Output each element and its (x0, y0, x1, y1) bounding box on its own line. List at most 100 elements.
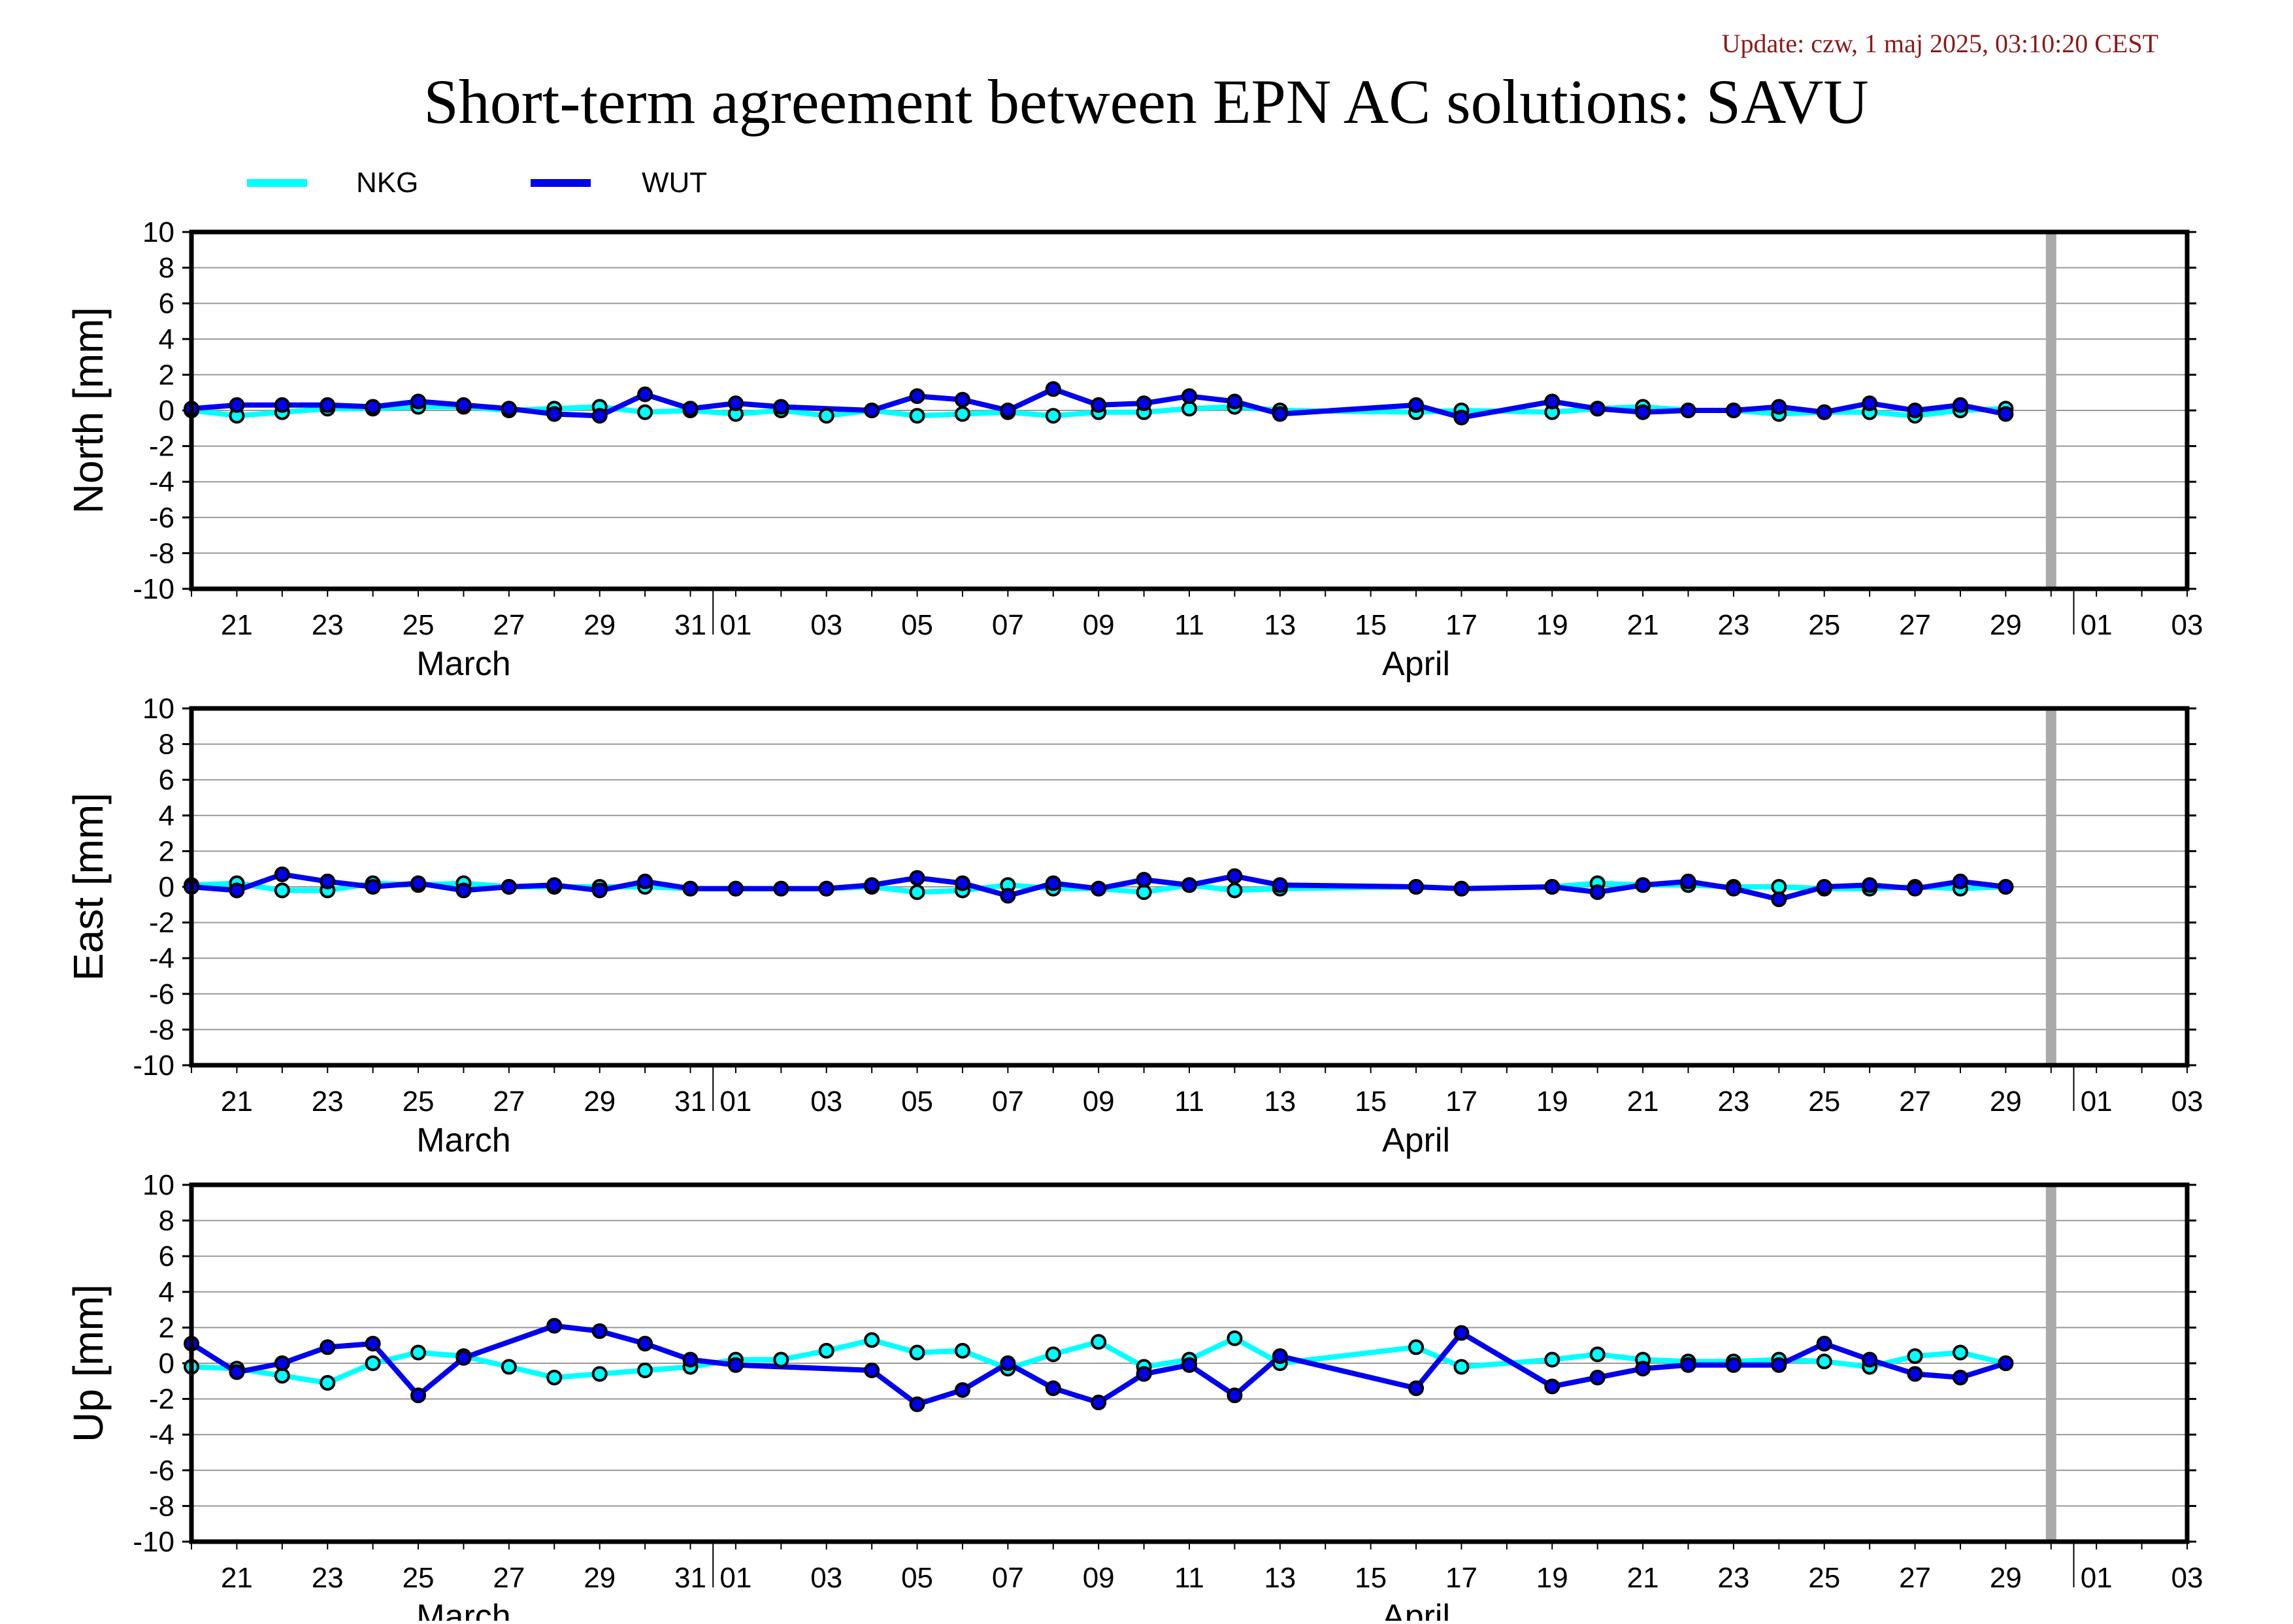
data-point-wut (1272, 1348, 1288, 1365)
data-point-wut (1408, 879, 1425, 895)
data-point-wut (1816, 1335, 1832, 1351)
y-tick-label: -2 (149, 1384, 174, 1416)
data-point-wut (637, 386, 653, 403)
data-point-wut (1181, 877, 1197, 893)
x-tick-label: 25 (1808, 1562, 1840, 1594)
data-point-wut (1227, 1387, 1243, 1404)
legend-label-nkg: NKG (356, 167, 418, 199)
x-tick-label: 25 (1808, 1085, 1840, 1118)
x-tick-label: 03 (2171, 609, 2203, 641)
data-point-wut (455, 1350, 472, 1366)
x-tick-label: 27 (1899, 609, 1931, 641)
x-tick-label: 23 (312, 1562, 344, 1594)
plot-frame (189, 229, 2190, 591)
data-point-nkg (1181, 401, 1197, 417)
x-tick-label: 23 (1717, 1085, 1749, 1118)
data-point-wut (637, 873, 653, 889)
y-axis-label: Up [mm] (65, 1284, 112, 1442)
y-tick-label: 6 (159, 288, 174, 320)
data-point-wut (727, 1357, 744, 1373)
x-tick-label: 03 (810, 1085, 842, 1118)
y-tick-label: 10 (142, 216, 174, 248)
data-point-wut (1952, 1369, 1968, 1385)
data-point-wut (546, 1317, 563, 1334)
x-tick-label: 19 (1536, 609, 1568, 641)
data-point-wut (954, 875, 970, 891)
y-tick-label: 0 (159, 871, 174, 903)
data-point-nkg (1952, 1344, 1968, 1361)
data-point-wut (1816, 404, 1832, 420)
data-point-nkg (909, 1344, 925, 1361)
y-tick-label: 8 (159, 1205, 174, 1237)
x-tick-label: 13 (1264, 1562, 1296, 1594)
data-point-wut (1862, 1351, 1878, 1368)
x-tick-label: 03 (2171, 1562, 2203, 1594)
data-point-wut (365, 399, 381, 415)
data-point-wut (682, 880, 699, 897)
data-point-wut (320, 873, 336, 889)
y-tick-label: 0 (159, 395, 174, 427)
legend: NKG WUT (247, 167, 707, 199)
data-point-wut (1408, 397, 1425, 413)
y-tick-label: -10 (133, 1050, 174, 1082)
data-point-nkg (410, 1344, 427, 1361)
data-point-wut (1907, 880, 1923, 897)
y-tick-label: -8 (149, 1014, 174, 1046)
x-tick-label: 07 (992, 1085, 1024, 1118)
x-tick-label: 23 (1717, 609, 1749, 641)
data-point-wut (1544, 879, 1560, 895)
y-tick-label: 2 (159, 1312, 174, 1344)
y-axis-label: North [mm] (65, 307, 112, 514)
x-tick-label: 21 (1627, 1562, 1659, 1594)
data-point-wut (1181, 1357, 1197, 1373)
x-tick-label: 15 (1355, 609, 1387, 641)
x-tick-label: 21 (221, 1085, 253, 1118)
data-point-wut (229, 397, 245, 413)
x-tick-label: 15 (1355, 1562, 1387, 1594)
data-point-nkg (1589, 1346, 1606, 1363)
x-tick-label: 11 (1174, 1085, 1204, 1118)
data-point-wut (1771, 1357, 1787, 1373)
data-point-wut (1091, 397, 1107, 413)
y-tick-label: -10 (133, 1526, 174, 1558)
x-tick-label: 05 (901, 1562, 933, 1594)
data-point-nkg (365, 1355, 381, 1371)
x-tick-label: 01 (719, 1085, 751, 1118)
data-point-wut (1589, 884, 1606, 901)
x-tick-label: 03 (2171, 1085, 2203, 1118)
x-tick-label: 23 (312, 609, 344, 641)
data-point-nkg (954, 406, 970, 422)
y-tick-label: 4 (159, 1276, 174, 1308)
data-point-wut (1771, 891, 1787, 908)
data-point-wut (410, 393, 427, 410)
data-point-wut (546, 877, 563, 893)
x-tick-label: 09 (1083, 609, 1115, 641)
x-tick-label: 29 (584, 1085, 616, 1118)
data-point-wut (1045, 875, 1061, 891)
x-tick-label: 29 (584, 1562, 616, 1594)
data-point-wut (1998, 879, 2014, 895)
data-point-nkg (637, 1362, 653, 1378)
data-point-wut (320, 1339, 336, 1355)
data-point-wut (1136, 1366, 1152, 1382)
data-point-wut (1272, 406, 1288, 422)
data-point-wut (1998, 1355, 2014, 1371)
x-tick-label: 03 (810, 1562, 842, 1594)
data-point-wut (1952, 873, 1968, 889)
y-tick-label: -4 (149, 466, 174, 498)
x-tick-label: 03 (810, 609, 842, 641)
data-point-wut (1589, 401, 1606, 417)
x-tick-label: 19 (1536, 1085, 1568, 1118)
data-point-wut (1045, 381, 1061, 397)
month-label: March (416, 1121, 510, 1159)
data-point-wut (229, 1364, 245, 1380)
data-point-wut (1635, 404, 1651, 420)
panel-east: 10 86 42 0 -2-4 -6 -8 -10 21 23 25 27 29 31 01 03 05 07 09… (65, 693, 2203, 1159)
x-tick-label: 23 (312, 1085, 344, 1118)
x-tick-label: 09 (1083, 1085, 1115, 1118)
data-point-wut (1544, 393, 1560, 410)
data-point-wut (864, 403, 880, 418)
y-tick-label: 8 (159, 729, 174, 761)
data-point-nkg (1045, 408, 1061, 424)
y-tick-label: 8 (159, 252, 174, 284)
